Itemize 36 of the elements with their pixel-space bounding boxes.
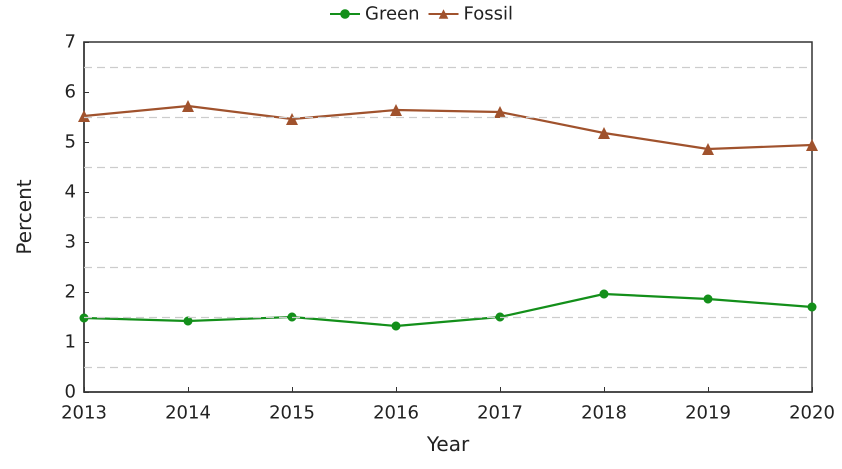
point xyxy=(78,110,90,122)
x-tick-label: 2014 xyxy=(165,402,211,424)
x-tick-label: 2020 xyxy=(789,402,835,424)
y-axis-title: Percent xyxy=(12,179,36,255)
point xyxy=(286,113,298,125)
point xyxy=(808,302,816,312)
y-tick-label: 5 xyxy=(64,132,76,152)
x-tick-label: 2017 xyxy=(477,402,523,424)
x-tick-label: 2018 xyxy=(581,402,627,424)
y-tick-label: 3 xyxy=(64,232,76,252)
point xyxy=(702,143,714,155)
point xyxy=(392,322,400,330)
point xyxy=(806,139,818,151)
x-tick-label: 2016 xyxy=(373,402,419,424)
point xyxy=(184,316,192,326)
y-tick-label: 6 xyxy=(64,82,76,102)
x-tick-label: 2015 xyxy=(269,402,315,424)
y-tick-label: 1 xyxy=(64,332,76,352)
x-tick-label: 2019 xyxy=(685,402,731,424)
x-tick-label: 2013 xyxy=(61,402,107,424)
point xyxy=(288,312,296,322)
legend-label: Fossil xyxy=(464,4,513,24)
y-tick-label: 7 xyxy=(64,32,76,52)
point xyxy=(182,100,194,112)
y-tick-label: 4 xyxy=(64,182,76,202)
point xyxy=(494,106,506,118)
point xyxy=(600,290,608,298)
point xyxy=(496,312,504,322)
point xyxy=(704,294,712,304)
y-tick-label: 0 xyxy=(64,382,76,402)
point xyxy=(598,127,610,139)
x-axis-title: Year xyxy=(426,432,470,456)
point xyxy=(80,314,88,322)
point xyxy=(390,104,402,116)
legend-label: Green xyxy=(365,4,420,24)
y-tick-label: 2 xyxy=(64,282,76,302)
